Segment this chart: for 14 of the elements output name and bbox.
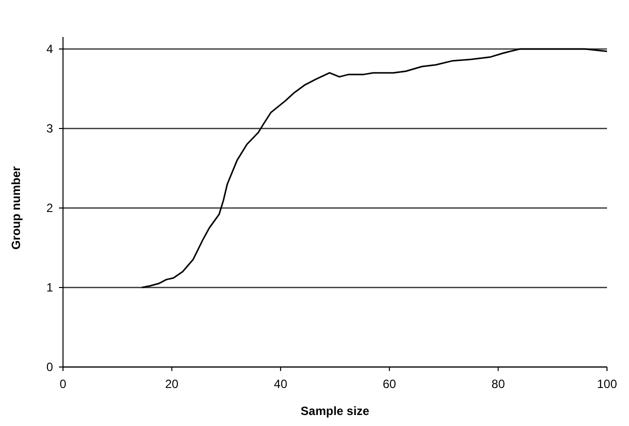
y-tick-label: 1: [46, 280, 54, 294]
line-series: [141, 48, 608, 288]
y-tick-label: 2: [46, 201, 54, 215]
x-tick-label: 60: [382, 377, 396, 391]
x-axis-title: Sample size: [300, 404, 370, 418]
y-tick-label: 4: [46, 42, 54, 56]
y-tick-label: 0: [46, 360, 54, 374]
x-tick-label: 100: [596, 377, 618, 391]
x-tick-label: 80: [492, 377, 506, 391]
x-tick-label: 0: [60, 377, 67, 391]
x-tick-label: 40: [274, 377, 288, 391]
x-tick-label: 20: [165, 377, 179, 391]
y-tick-label: 3: [46, 122, 54, 136]
y-axis-title: Group number: [9, 166, 23, 250]
